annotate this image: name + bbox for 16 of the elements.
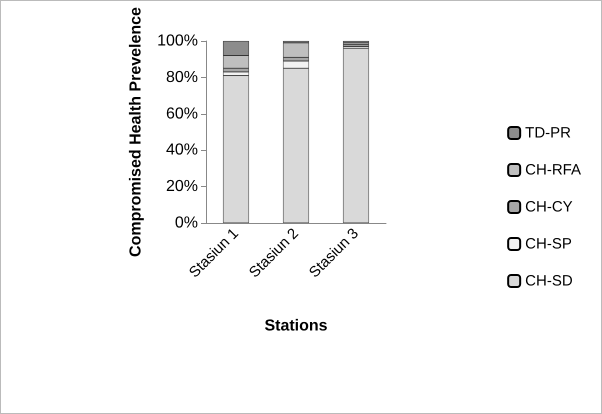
y-tick-label: 0% bbox=[174, 214, 198, 232]
legend-label: CH-SD bbox=[525, 272, 573, 290]
y-tick-label: 80% bbox=[166, 68, 198, 86]
legend-label: CH-RFA bbox=[525, 162, 582, 178]
y-tick-label: 20% bbox=[166, 178, 198, 196]
y-tick-label: 60% bbox=[166, 105, 198, 122]
y-tick-label: 100% bbox=[157, 32, 198, 50]
bar bbox=[283, 42, 309, 58]
legend-label: CH-CY bbox=[525, 198, 573, 216]
y-tick-label: 40% bbox=[166, 142, 198, 159]
legend-label: CH-SP bbox=[525, 236, 572, 252]
legend-label: TD-PR bbox=[525, 124, 572, 142]
bar bbox=[223, 76, 249, 223]
y-axis-title: Compromised Health Prevelence bbox=[128, 6, 144, 257]
x-axis-title: Stations bbox=[264, 318, 328, 334]
bar bbox=[343, 48, 369, 223]
